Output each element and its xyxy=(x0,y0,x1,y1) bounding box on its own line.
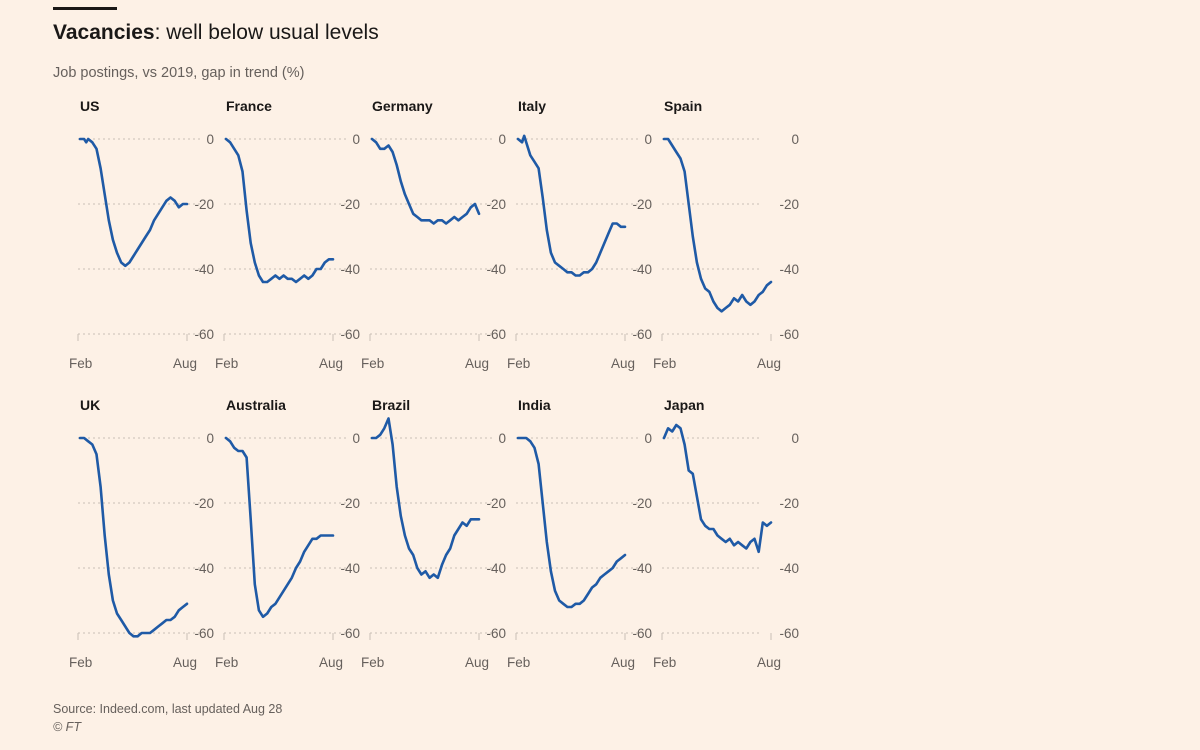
y-tick-label-japan: -20 xyxy=(779,496,799,511)
x-tick-label-spain: Aug xyxy=(757,356,781,371)
y-tick-label-us: -20 xyxy=(194,197,214,212)
y-tick-label-spain: -20 xyxy=(779,197,799,212)
series-line-germany xyxy=(370,137,481,225)
y-tick-label-germany: 0 xyxy=(498,132,506,147)
y-tick-label-france: -20 xyxy=(340,197,360,212)
panel-title-brazil: Brazil xyxy=(372,397,410,413)
panel-germany: Germany 0 -20 -40 -60 Feb Aug xyxy=(361,98,506,371)
x-tick-label-spain: Feb xyxy=(653,356,676,371)
x-tick-label-us: Feb xyxy=(69,356,92,371)
y-tick-label-us: 0 xyxy=(206,132,214,147)
x-tick-label-australia: Feb xyxy=(215,655,238,670)
y-tick-label-uk: -40 xyxy=(194,561,214,576)
y-tick-label-spain: 0 xyxy=(791,132,799,147)
panel-title-uk: UK xyxy=(80,397,100,413)
y-tick-label-japan: -40 xyxy=(779,561,799,576)
y-tick-label-spain: -60 xyxy=(779,327,799,342)
panel-us: US 0 -20 -40 -60 Feb Aug xyxy=(69,98,214,371)
panel-spain: Spain 0 -20 -40 -60 Feb Aug xyxy=(653,98,799,371)
x-tick-label-brazil: Feb xyxy=(361,655,384,670)
y-tick-label-brazil: -60 xyxy=(486,626,506,641)
series-line-brazil xyxy=(370,417,481,580)
x-tick-label-italy: Feb xyxy=(507,356,530,371)
y-tick-label-australia: -20 xyxy=(340,496,360,511)
x-tick-label-germany: Aug xyxy=(465,356,489,371)
x-tick-label-india: Aug xyxy=(611,655,635,670)
source-note: Source: Indeed.com, last updated Aug 28 xyxy=(53,702,283,716)
chart-title-rest: : well below usual levels xyxy=(154,21,379,44)
y-tick-label-uk: -20 xyxy=(194,496,214,511)
series-line-india xyxy=(516,436,627,609)
x-tick-label-india: Feb xyxy=(507,655,530,670)
y-tick-label-us: -40 xyxy=(194,262,214,277)
y-tick-label-france: -60 xyxy=(340,327,360,342)
x-tick-label-australia: Aug xyxy=(319,655,343,670)
series-line-italy xyxy=(516,134,627,277)
y-tick-label-brazil: 0 xyxy=(498,431,506,446)
panel-title-australia: Australia xyxy=(226,397,286,413)
y-tick-label-italy: -60 xyxy=(632,327,652,342)
panel-brazil: Brazil 0 -20 -40 -60 Feb Aug xyxy=(361,397,506,670)
x-tick-label-japan: Aug xyxy=(757,655,781,670)
series-line-australia xyxy=(224,436,335,619)
y-tick-label-india: 0 xyxy=(644,431,652,446)
chart-title: Vacancies: well below usual levels xyxy=(53,21,379,45)
y-tick-label-us: -60 xyxy=(194,327,214,342)
y-tick-label-germany: -40 xyxy=(486,262,506,277)
y-tick-label-india: -20 xyxy=(632,496,652,511)
y-tick-label-australia: -60 xyxy=(340,626,360,641)
series-line-spain xyxy=(662,137,773,313)
y-tick-label-uk: -60 xyxy=(194,626,214,641)
panel-uk: UK 0 -20 -40 -60 Feb Aug xyxy=(69,397,214,670)
x-tick-label-uk: Feb xyxy=(69,655,92,670)
y-tick-label-france: 0 xyxy=(352,132,360,147)
series-line-uk xyxy=(78,436,189,638)
y-tick-label-germany: -20 xyxy=(486,197,506,212)
x-tick-label-japan: Feb xyxy=(653,655,676,670)
x-tick-label-france: Feb xyxy=(215,356,238,371)
panel-australia: Australia 0 -20 -40 -60 Feb Aug xyxy=(215,397,360,670)
chart-title-bold: Vacancies xyxy=(53,21,155,44)
y-tick-label-germany: -60 xyxy=(486,327,506,342)
panel-title-italy: Italy xyxy=(518,98,546,114)
y-tick-label-australia: 0 xyxy=(352,431,360,446)
y-tick-label-japan: 0 xyxy=(791,431,799,446)
panel-title-spain: Spain xyxy=(664,98,702,114)
y-tick-label-france: -40 xyxy=(340,262,360,277)
y-tick-label-spain: -40 xyxy=(779,262,799,277)
chart-subtitle: Job postings, vs 2019, gap in trend (%) xyxy=(53,65,305,81)
copyright: © FT xyxy=(53,720,81,734)
x-tick-label-uk: Aug xyxy=(173,655,197,670)
series-line-france xyxy=(224,137,335,284)
y-tick-label-india: -40 xyxy=(632,561,652,576)
y-tick-label-italy: -20 xyxy=(632,197,652,212)
x-tick-label-germany: Feb xyxy=(361,356,384,371)
y-tick-label-brazil: -40 xyxy=(486,561,506,576)
panel-title-india: India xyxy=(518,397,551,413)
panel-italy: Italy 0 -20 -40 -60 Feb Aug xyxy=(507,98,652,371)
y-tick-label-australia: -40 xyxy=(340,561,360,576)
y-tick-label-brazil: -20 xyxy=(486,496,506,511)
panel-title-germany: Germany xyxy=(372,98,433,114)
top-rule xyxy=(53,7,117,10)
x-tick-label-brazil: Aug xyxy=(465,655,489,670)
y-tick-label-india: -60 xyxy=(632,626,652,641)
series-line-japan xyxy=(662,423,773,554)
panel-india: India 0 -20 -40 -60 Feb Aug xyxy=(507,397,652,670)
series-line-us xyxy=(78,137,189,268)
x-tick-label-italy: Aug xyxy=(611,356,635,371)
x-tick-label-us: Aug xyxy=(173,356,197,371)
panel-title-france: France xyxy=(226,98,272,114)
panel-france: France 0 -20 -40 -60 Feb Aug xyxy=(215,98,360,371)
y-tick-label-italy: 0 xyxy=(644,132,652,147)
y-tick-label-japan: -60 xyxy=(779,626,799,641)
panel-title-us: US xyxy=(80,98,99,114)
x-tick-label-france: Aug xyxy=(319,356,343,371)
panel-title-japan: Japan xyxy=(664,397,704,413)
y-tick-label-italy: -40 xyxy=(632,262,652,277)
panel-japan: Japan 0 -20 -40 -60 Feb Aug xyxy=(653,397,799,670)
y-tick-label-uk: 0 xyxy=(206,431,214,446)
